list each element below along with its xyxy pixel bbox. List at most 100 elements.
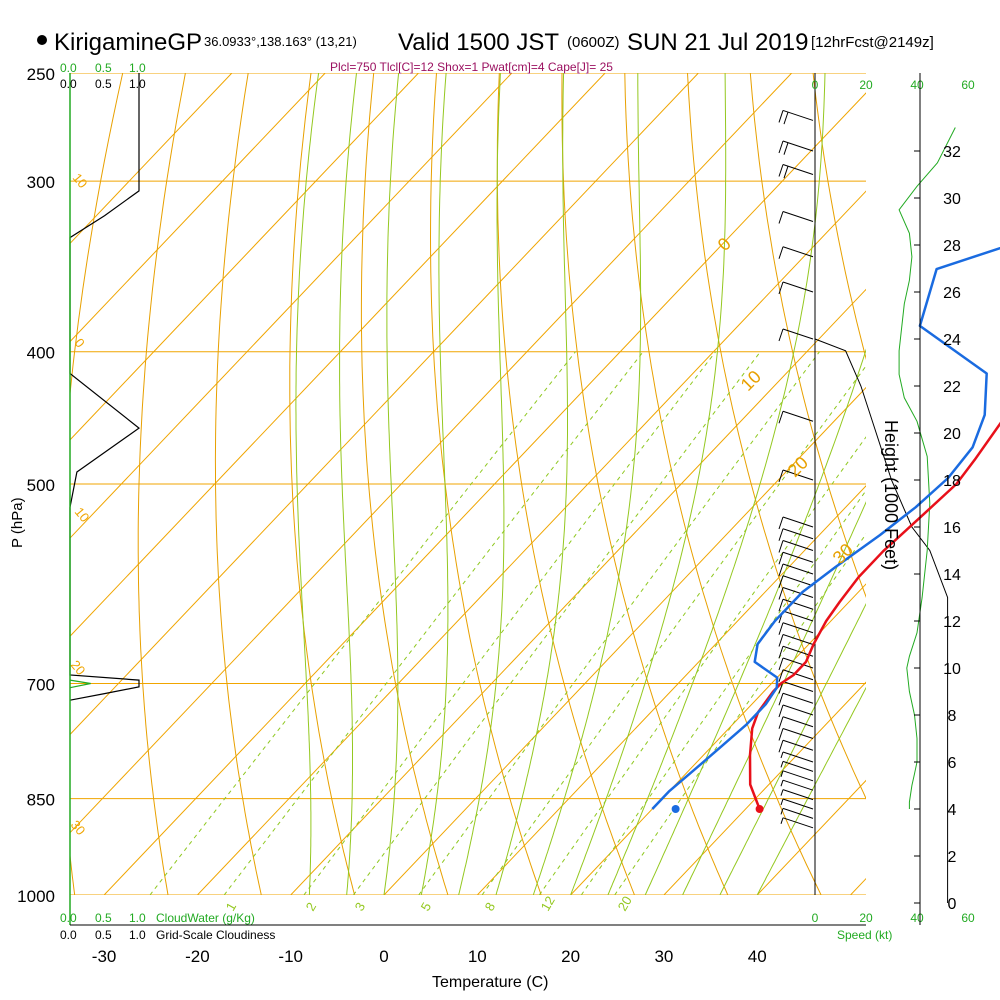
strip-top-black-tick: 0.5: [95, 77, 112, 91]
height-tick-label: 8: [948, 708, 957, 725]
isotherm-line: [70, 73, 606, 637]
wind-barb: [778, 563, 814, 577]
mixing-ratio-line: [149, 351, 576, 895]
pressure-tick-label: 1000: [17, 887, 55, 906]
wind-barb: [780, 779, 814, 791]
wind-barb: [778, 410, 814, 424]
temperature-tick-label: 40: [748, 947, 767, 966]
cloudwater-profile-line: [69, 679, 91, 689]
wind-barb: [778, 575, 814, 588]
mixing-ratio-label: 12: [538, 893, 558, 913]
strip-top-green-tick: 0.5: [95, 61, 112, 75]
pressure-tick-label: 400: [27, 344, 55, 363]
isotherm-line: [70, 73, 233, 245]
temperature-tick-label: 0: [379, 947, 388, 966]
isotherm-label: 10: [72, 504, 93, 525]
wind-barb: [778, 164, 814, 179]
bottom-strip-ticks: 0.0 0.5 1.0 CloudWater (g/Kg) 0.0 0.5 1.…: [60, 911, 275, 942]
dry-adiabat-label: 20: [784, 453, 812, 481]
strip-bottom-green-tick: 1.0: [129, 911, 146, 925]
moist-adiabat-line: [339, 73, 357, 895]
isotherm-line: [197, 190, 866, 895]
wind-barb: [778, 551, 814, 565]
valid-time: Valid 1500 JST: [398, 29, 559, 56]
height-tick-label: 4: [948, 802, 957, 819]
dry-adiabat-line: [137, 73, 186, 895]
height-tick-label: 28: [943, 238, 961, 255]
pressure-tick-label: 700: [27, 676, 55, 695]
wind-barb: [778, 328, 814, 342]
mixing-ratio-label: 3: [352, 900, 369, 914]
height-tick-label: 16: [943, 520, 961, 537]
strip-bottom-green-tick: 0.0: [60, 911, 77, 925]
wind-barb: [778, 704, 814, 718]
wind-barb: [778, 516, 814, 530]
valid-time-utc: (0600Z): [567, 34, 620, 51]
moist-adiabat-line: [570, 73, 727, 895]
cloudwater-label: CloudWater (g/Kg): [156, 911, 255, 925]
wind-barb: [778, 246, 814, 259]
mixing-ratio-label: 8: [482, 900, 499, 914]
dry-adiabat-line: [561, 73, 729, 895]
strip-bottom-black-tick: 1.0: [129, 928, 146, 942]
dry-adiabat-line: [812, 73, 866, 361]
strip-top-green-tick: 0.0: [60, 61, 77, 75]
dry-adiabat-label: 10: [737, 367, 765, 395]
wind-barb: [778, 281, 814, 295]
moist-adiabat-line: [607, 73, 826, 895]
top-strip-ticks: 0.0 0.5 1.0 0.0 0.5 1.0: [60, 61, 146, 91]
isotherm-line: [476, 485, 866, 895]
forecast-label: [12hrFcst@2149z]: [811, 34, 934, 51]
valid-date: SUN 21 Jul 2019: [627, 29, 808, 56]
dry-adiabat-line: [687, 73, 866, 800]
temperature-tick-label: 10: [468, 947, 487, 966]
dry-adiabat-line: [70, 73, 124, 895]
wind-speed-tick-bottom: 60: [961, 911, 975, 925]
wind-speed-axis-title: Speed (kt): [837, 928, 892, 942]
mixing-ratio-line: [481, 365, 866, 895]
moist-adiabat-line: [420, 73, 449, 895]
mixing-ratio-line: [352, 351, 761, 895]
cloudiness-strip: [69, 73, 141, 701]
wind-barb: [778, 739, 814, 753]
moist-adiabat-line: [682, 501, 866, 895]
mixing-ratio-line: [418, 351, 820, 895]
isotherm-line: [383, 386, 866, 895]
pressure-tick-label: 300: [27, 173, 55, 192]
dry-adiabat-line: [360, 73, 449, 895]
station-title: KirigamineGP: [54, 29, 202, 56]
wind-barb: [780, 770, 814, 782]
wind-barb: [780, 760, 814, 772]
boundary-layer: [814, 338, 949, 903]
strip-top-black-tick: 1.0: [129, 77, 146, 91]
height-tick-label: 24: [943, 332, 961, 349]
wind-barb: [780, 807, 814, 819]
isotherm-line: [70, 73, 513, 539]
cloudiness-label: Grid-Scale Cloudiness: [156, 928, 275, 942]
station-coords: 36.0933°,138.163° (13,21): [204, 34, 357, 49]
isotherm-label: 10: [70, 170, 91, 191]
moist-adiabat-line: [644, 348, 866, 895]
wind-barb: [780, 817, 814, 829]
wind-barb: [778, 728, 814, 741]
wind-barb: [778, 692, 814, 706]
dry-adiabat-line: [214, 73, 262, 895]
wind-barb: [778, 716, 814, 729]
pressure-tick-label: 500: [27, 476, 55, 495]
strip-bottom-black-tick: 0.5: [95, 928, 112, 942]
dry-adiabat-line: [749, 73, 866, 599]
wind-speed-tick-top: 0: [812, 78, 819, 92]
plot-boundary-line: [814, 338, 949, 903]
stability-indices: Plcl=750 Tlcl[C]=12 Shox=1 Pwat[cm]=4 Ca…: [330, 60, 613, 74]
mixing-ratio-label: 5: [418, 900, 435, 914]
wind-barb: [778, 109, 814, 125]
moist-adiabat-line: [383, 73, 400, 895]
height-tick-label: 10: [943, 661, 961, 678]
mixing-ratio-line: [303, 351, 717, 895]
mixing-ratio-label: 20: [615, 893, 635, 913]
moist-adiabat-line: [495, 73, 568, 895]
isotherm-line: [290, 288, 866, 895]
dewpoint-surface-point: [671, 805, 680, 814]
height-tick-label: 32: [943, 144, 961, 161]
